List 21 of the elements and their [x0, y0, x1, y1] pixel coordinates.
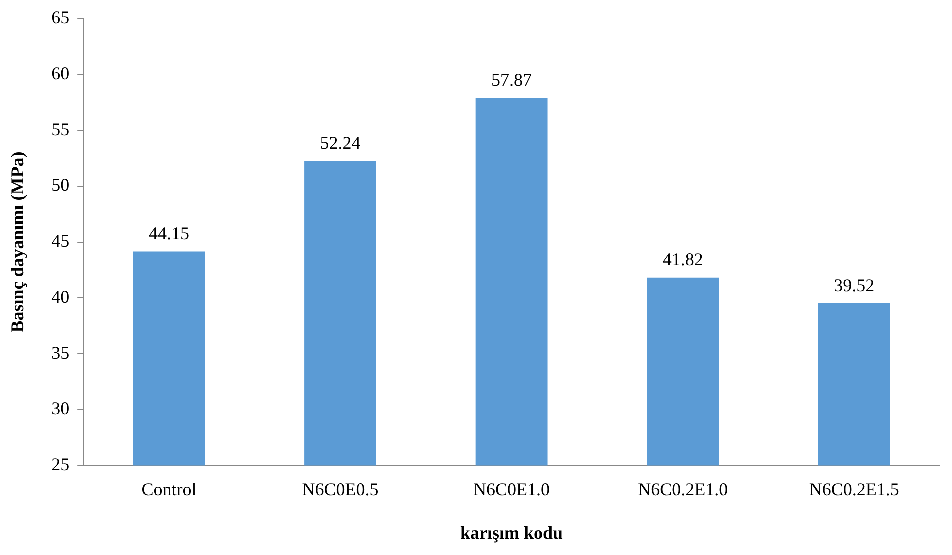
- x-tick-label: N6C0.2E1.0: [638, 479, 728, 500]
- x-axis-title: karışım kodu: [460, 522, 564, 543]
- data-label: 52.24: [320, 133, 361, 154]
- y-axis-title: Basınç dayanımı (MPa): [7, 152, 28, 333]
- y-tick-label: 45: [52, 231, 70, 252]
- y-tick-label: 60: [52, 63, 70, 84]
- data-label: 57.87: [492, 70, 532, 90]
- x-tick-label: N6C0.2E1.5: [809, 479, 900, 500]
- x-tick-label: N6C0E0.5: [302, 479, 379, 500]
- y-tick-label: 25: [52, 454, 70, 475]
- data-label: 44.15: [148, 224, 190, 244]
- x-tick-label: N6C0E1.0: [474, 479, 550, 500]
- y-tick-label: 40: [52, 286, 70, 307]
- y-tick-label: 30: [52, 398, 70, 419]
- data-label: 39.52: [834, 275, 875, 296]
- x-tick-label: Control: [142, 479, 197, 500]
- y-tick-label: 35: [52, 342, 70, 363]
- data-label: 41.82: [662, 250, 704, 270]
- y-tick-label: 55: [52, 119, 70, 140]
- y-tick-label: 65: [52, 8, 70, 28]
- y-tick-label: 50: [52, 175, 70, 196]
